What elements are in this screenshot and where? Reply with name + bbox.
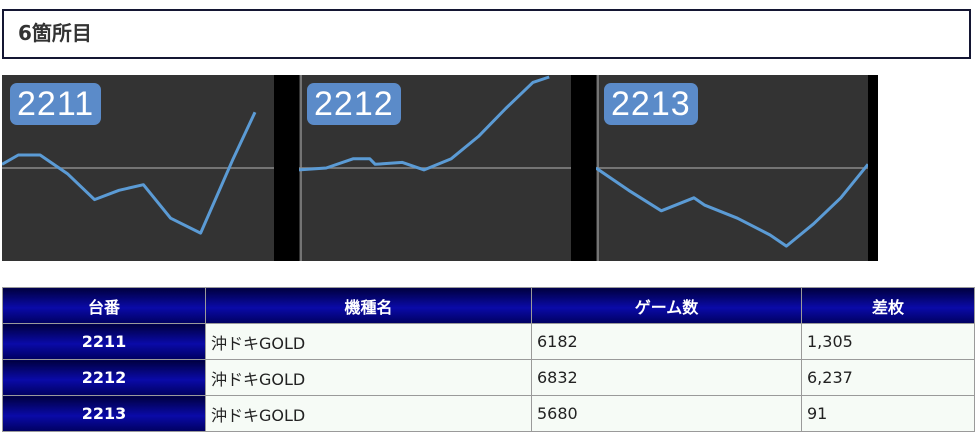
header-machine-name: 機種名 bbox=[205, 287, 532, 324]
machine-name: 沖ドキGOLD bbox=[205, 323, 532, 360]
graph-label: 2211 bbox=[10, 83, 102, 125]
header-game-count: ゲーム数 bbox=[531, 287, 802, 324]
graph-canvas bbox=[596, 75, 868, 261]
machine-name: 沖ドキGOLD bbox=[205, 359, 532, 396]
coin-difference: 91 bbox=[801, 395, 975, 432]
graph-line bbox=[596, 163, 868, 248]
header-coin-difference: 差枚 bbox=[801, 287, 975, 324]
game-count: 6832 bbox=[531, 359, 802, 396]
machine-name: 沖ドキGOLD bbox=[205, 395, 532, 432]
graph-label: 2213 bbox=[604, 83, 698, 125]
header-machine-number: 台番 bbox=[2, 287, 206, 324]
slump-graph-2213: 2213 bbox=[596, 75, 868, 261]
graph-line bbox=[299, 75, 550, 172]
machine-number: 2213 bbox=[2, 395, 206, 432]
machine-number: 2212 bbox=[2, 359, 206, 396]
graph-canvas bbox=[2, 111, 274, 235]
slump-graph-2212: 2212 bbox=[299, 75, 571, 261]
slump-graph-strip: 2211 2212 2213 bbox=[2, 75, 878, 261]
graph-label: 2212 bbox=[307, 83, 401, 125]
graph-canvas bbox=[299, 75, 571, 261]
slump-graph-2211: 2211 bbox=[2, 75, 274, 261]
graph-line bbox=[2, 111, 257, 235]
machine-number: 2211 bbox=[2, 323, 206, 360]
table-row: 2211 沖ドキGOLD 6182 1,305 bbox=[2, 323, 975, 360]
table-row: 2212 沖ドキGOLD 6832 6,237 bbox=[2, 359, 975, 396]
section-title: 6箇所目 bbox=[18, 21, 92, 45]
game-count: 5680 bbox=[531, 395, 802, 432]
coin-difference: 1,305 bbox=[801, 323, 975, 360]
table-header-row: 台番 機種名 ゲーム数 差枚 bbox=[2, 287, 975, 324]
coin-difference: 6,237 bbox=[801, 359, 975, 396]
table-row: 2213 沖ドキGOLD 5680 91 bbox=[2, 395, 975, 432]
section-heading: 6箇所目 bbox=[2, 9, 971, 59]
machine-data-table: 台番 機種名 ゲーム数 差枚 2211 沖ドキGOLD 6182 1,305 2… bbox=[2, 287, 975, 432]
game-count: 6182 bbox=[531, 323, 802, 360]
